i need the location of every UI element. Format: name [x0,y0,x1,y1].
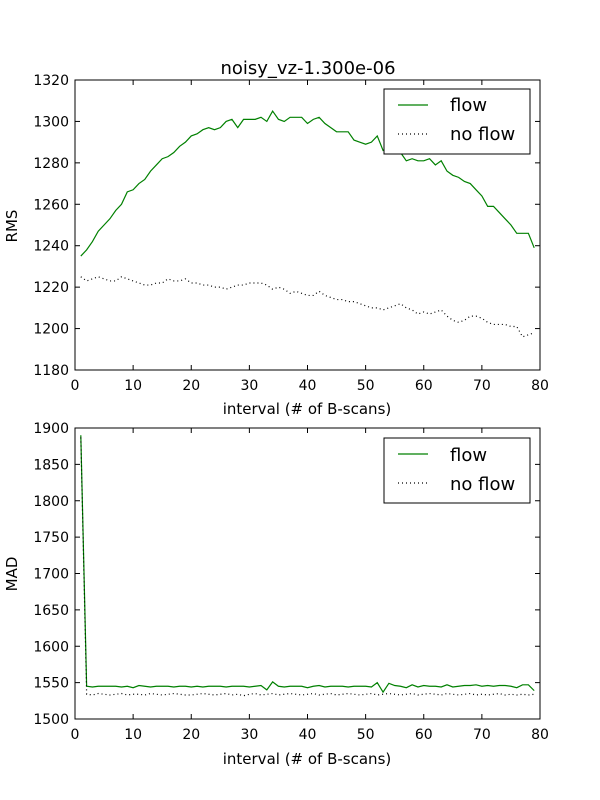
y-tick-label: 1900 [33,421,69,437]
y-tick-label: 1550 [33,676,69,692]
legend-box-rms [383,88,531,155]
y-tick-label: 1240 [33,239,69,255]
legend-label-flow: flow [450,95,487,116]
y-axis-label-rms: RMS [3,210,21,243]
y-tick-label: 1260 [33,197,69,213]
x-tick-label: 50 [357,378,375,394]
series-line-flow-rms [80,109,535,257]
ticks-mad: 0 10 20 30 40 50 60 70 80 1500 1550 1600 1650 1700 175… [33,421,549,743]
x-tick-label: 10 [124,727,142,743]
y-tick-label: 1180 [33,363,69,379]
legend-box-mad [383,437,531,504]
x-tick-label: 60 [415,378,433,394]
series-line-no-flow-mad [80,437,535,697]
chart-rms: noisy_vz-1.300e-06 0 10 20 30 40 50 60 70 80 1180… [3,58,549,418]
x-tick-label: 0 [71,727,80,743]
x-tick-label: 80 [531,727,549,743]
ticks-rms: 0 10 20 30 40 50 60 70 80 1180 1200 1220 1240 1260 128… [33,73,549,394]
x-tick-label: 40 [299,727,317,743]
x-axis-label-mad: interval (# of B-scans) [223,750,392,768]
x-tick-label: 70 [473,378,491,394]
legend-label-no-flow: no flow [450,124,515,145]
x-axis-label-rms: interval (# of B-scans) [223,400,392,418]
x-tick-label: 30 [240,378,258,394]
y-tick-label: 1280 [33,156,69,172]
y-tick-label: 1220 [33,280,69,296]
legend-rms: flow no flow [383,88,531,155]
plot-area-mad [80,435,535,697]
y-tick-label: 1850 [33,457,69,473]
x-tick-label: 70 [473,727,491,743]
y-tick-label: 1600 [33,639,69,655]
x-tick-label: 10 [124,378,142,394]
x-tick-label: 20 [182,727,200,743]
y-tick-label: 1300 [33,114,69,130]
y-tick-label: 1800 [33,494,69,510]
plot-area-rms [80,109,535,338]
x-tick-label: 20 [182,378,200,394]
x-tick-label: 0 [71,378,80,394]
chart-title: noisy_vz-1.300e-06 [220,58,395,79]
y-axis-label-mad: MAD [3,557,21,592]
legend-label-no-flow: no flow [450,474,515,495]
x-tick-label: 80 [531,378,549,394]
y-tick-label: 1750 [33,530,69,546]
y-tick-label: 1700 [33,567,69,583]
x-tick-label: 50 [357,727,375,743]
legend-label-flow: flow [450,445,487,466]
legend-mad: flow no flow [383,437,531,504]
y-tick-label: 1200 [33,322,69,338]
chart-mad: 0 10 20 30 40 50 60 70 80 1500 1550 1600 1650 1700 175… [3,421,549,768]
y-tick-label: 1320 [33,73,69,89]
y-tick-label: 1650 [33,603,69,619]
series-line-flow-mad [80,435,535,694]
y-tick-label: 1500 [33,712,69,728]
x-tick-label: 60 [415,727,433,743]
x-tick-label: 30 [240,727,258,743]
x-tick-label: 40 [299,378,317,394]
